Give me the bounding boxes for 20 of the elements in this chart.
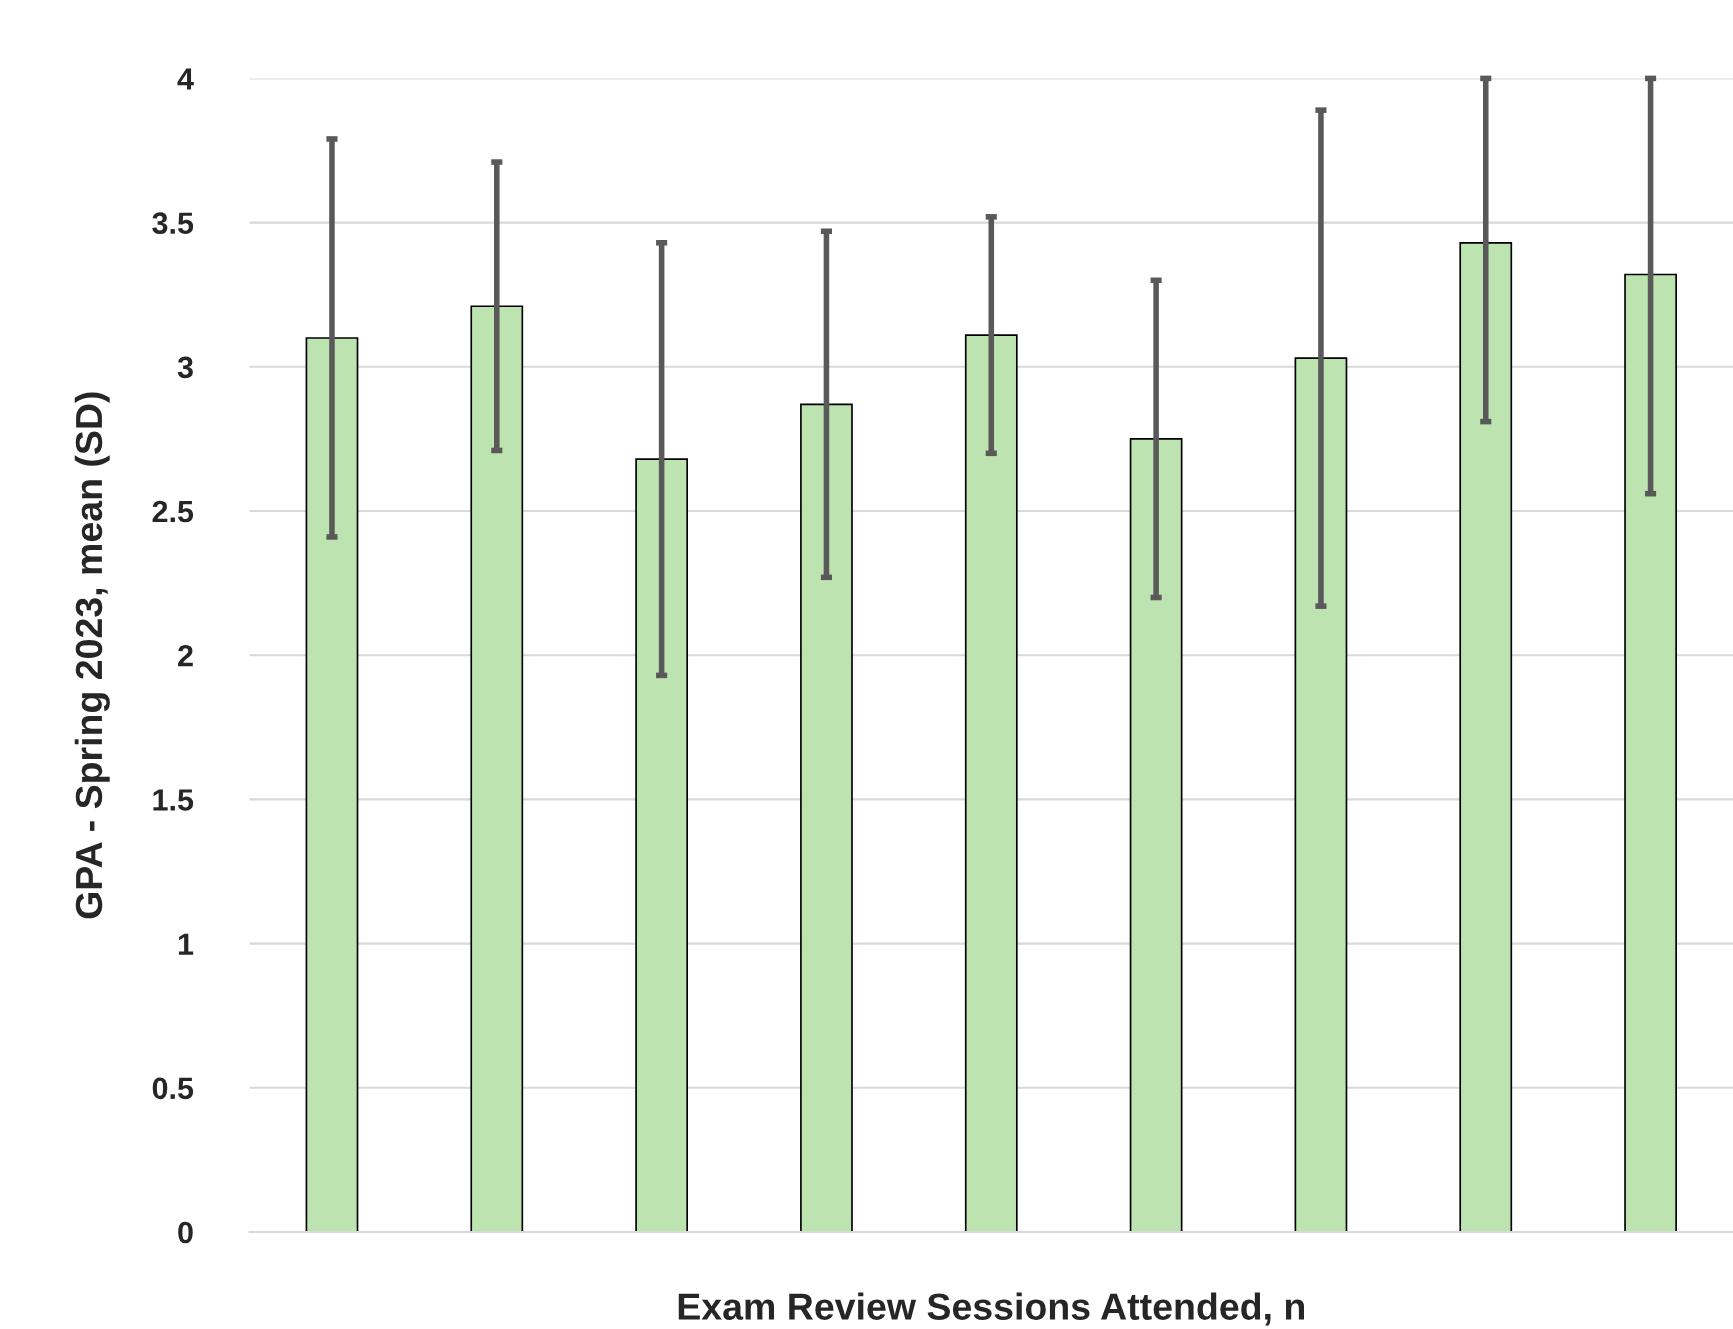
y-axis-title: GPA - Spring 2023, mean (SD) (74, 392, 110, 919)
bar (1459, 241, 1513, 1232)
bar (470, 305, 524, 1232)
y-tick-label: 4 (177, 68, 194, 90)
bar (1294, 357, 1348, 1232)
y-tick-label: 2 (178, 644, 193, 667)
bar (635, 458, 689, 1232)
bar (1129, 438, 1183, 1232)
y-tick-label: 1.5 (153, 789, 194, 811)
bar (964, 334, 1018, 1232)
bar (800, 403, 853, 1232)
y-tick-label: 3 (177, 356, 193, 379)
x-axis-title: Exam Review Sessions Attended, n (678, 1292, 1304, 1326)
y-tick-label: 1 (178, 933, 194, 955)
y-tick-label: 0.5 (152, 1077, 194, 1100)
y-tick-label: 2.5 (152, 500, 194, 523)
bar (305, 337, 359, 1232)
bar (1624, 273, 1677, 1232)
y-tick-label: 3.5 (152, 212, 194, 235)
y-tick-label: 0 (178, 1221, 193, 1244)
